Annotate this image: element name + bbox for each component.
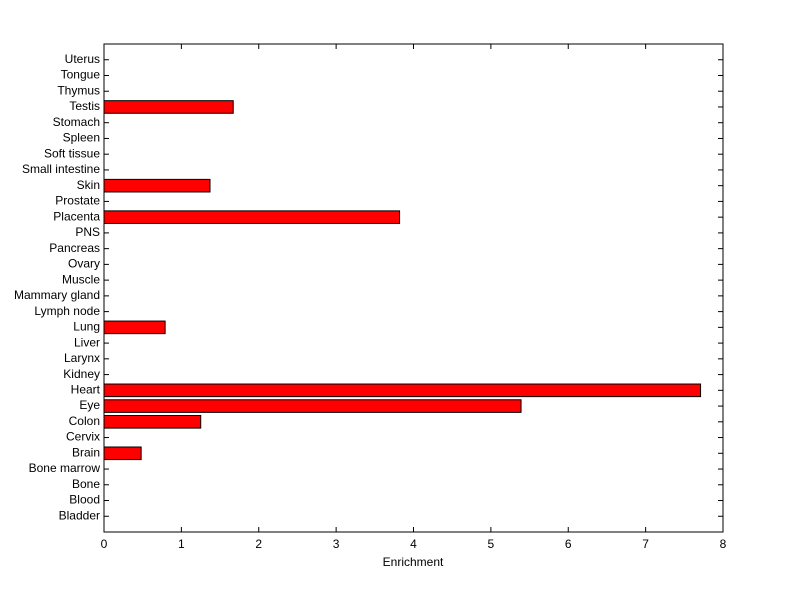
- x-tick-label: 7: [642, 537, 649, 551]
- y-tick-label: Bladder: [59, 508, 100, 522]
- y-tick-label: Mammary gland: [14, 288, 100, 302]
- y-tick-label: Muscle: [62, 272, 100, 286]
- x-axis-label: Enrichment: [383, 555, 444, 569]
- bar: [103, 178, 211, 193]
- y-tick-label: Eye: [79, 398, 100, 412]
- x-tick-label: 2: [255, 537, 262, 551]
- y-tick-label: Soft tissue: [44, 146, 100, 160]
- y-tick-label: Lymph node: [34, 304, 100, 318]
- y-tick-label: Heart: [71, 382, 101, 396]
- y-tick-label: Thymus: [57, 83, 100, 97]
- y-tick-label: Placenta: [53, 209, 100, 223]
- y-tick-label: Larynx: [64, 351, 100, 365]
- x-tick-label: 0: [101, 537, 108, 551]
- bar: [103, 210, 401, 224]
- x-tick-label: 3: [333, 537, 340, 551]
- y-tick-label: Tongue: [61, 68, 101, 82]
- y-tick-label: Stomach: [53, 115, 100, 129]
- y-tick-label: Spleen: [63, 131, 100, 145]
- y-tick-label: Liver: [74, 335, 100, 349]
- y-tick-label: Skin: [77, 178, 100, 192]
- x-tick-label: 6: [565, 537, 572, 551]
- bar: [103, 415, 202, 429]
- y-tick-label: Prostate: [55, 194, 100, 208]
- y-tick-label: Cervix: [66, 430, 100, 444]
- y-tick-label: Uterus: [65, 52, 100, 66]
- y-tick-label: Kidney: [63, 367, 100, 381]
- x-tick-label: 1: [178, 537, 185, 551]
- bar: [103, 446, 142, 461]
- bar: [103, 320, 166, 335]
- y-tick-label: Testis: [69, 99, 100, 113]
- bar: [103, 399, 522, 413]
- bar: [103, 383, 702, 398]
- x-tick-label: 8: [720, 537, 727, 551]
- x-tick-label: 4: [410, 537, 417, 551]
- x-tick-label: 5: [488, 537, 495, 551]
- y-tick-label: Bone marrow: [29, 461, 101, 475]
- y-tick-label: Pancreas: [49, 241, 100, 255]
- bar: [103, 100, 234, 114]
- y-tick-label: Bone: [72, 477, 100, 491]
- plot-frame: [103, 43, 724, 533]
- y-tick-label: Brain: [72, 445, 100, 459]
- y-tick-label: PNS: [75, 225, 100, 239]
- y-tick-label: Lung: [73, 320, 100, 334]
- y-tick-label: Small intestine: [22, 162, 100, 176]
- y-tick-label: Blood: [69, 493, 100, 507]
- y-tick-label: Ovary: [68, 257, 100, 271]
- y-tick-label: Colon: [69, 414, 100, 428]
